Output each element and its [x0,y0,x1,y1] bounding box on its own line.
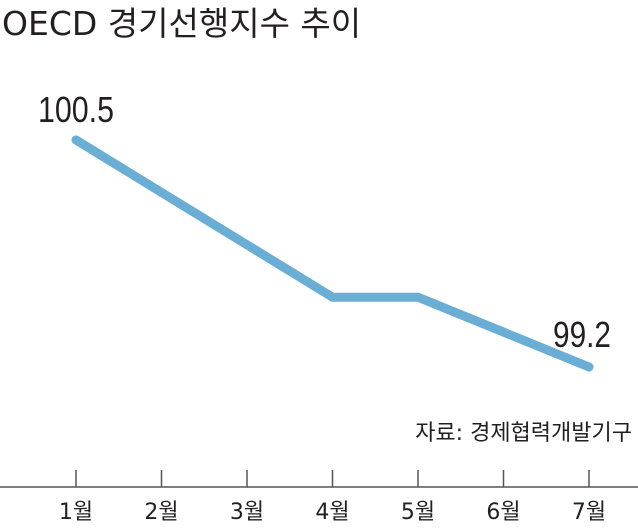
x-axis-ticks: 1월 2월 3월 4월 5월 6월 7월 [59,470,606,525]
data-label: 99.2 [553,314,611,355]
data-point [242,240,252,250]
x-tick-label: 3월 [230,500,264,525]
x-tick-label: 2월 [144,500,178,525]
series-layer [71,135,594,372]
data-point [71,135,81,145]
x-tick-label: 6월 [486,500,520,525]
data-label: 100.5 [38,89,114,130]
x-tick-label: 7월 [572,500,606,525]
data-point [584,362,594,372]
series-line [71,135,594,372]
chart-title: OECD 경기선행지수 추이 [2,4,361,43]
x-tick-label: 1월 [59,500,93,525]
source-note: 자료: 경제협력개발기구 [415,421,632,446]
data-point [328,292,337,302]
data-point [499,327,508,337]
x-tick-label: 4월 [315,500,349,525]
data-point [157,187,166,197]
data-point [413,292,423,302]
annotation-layer: 100.5 99.2 [38,89,611,355]
x-tick-label: 5월 [401,500,435,525]
